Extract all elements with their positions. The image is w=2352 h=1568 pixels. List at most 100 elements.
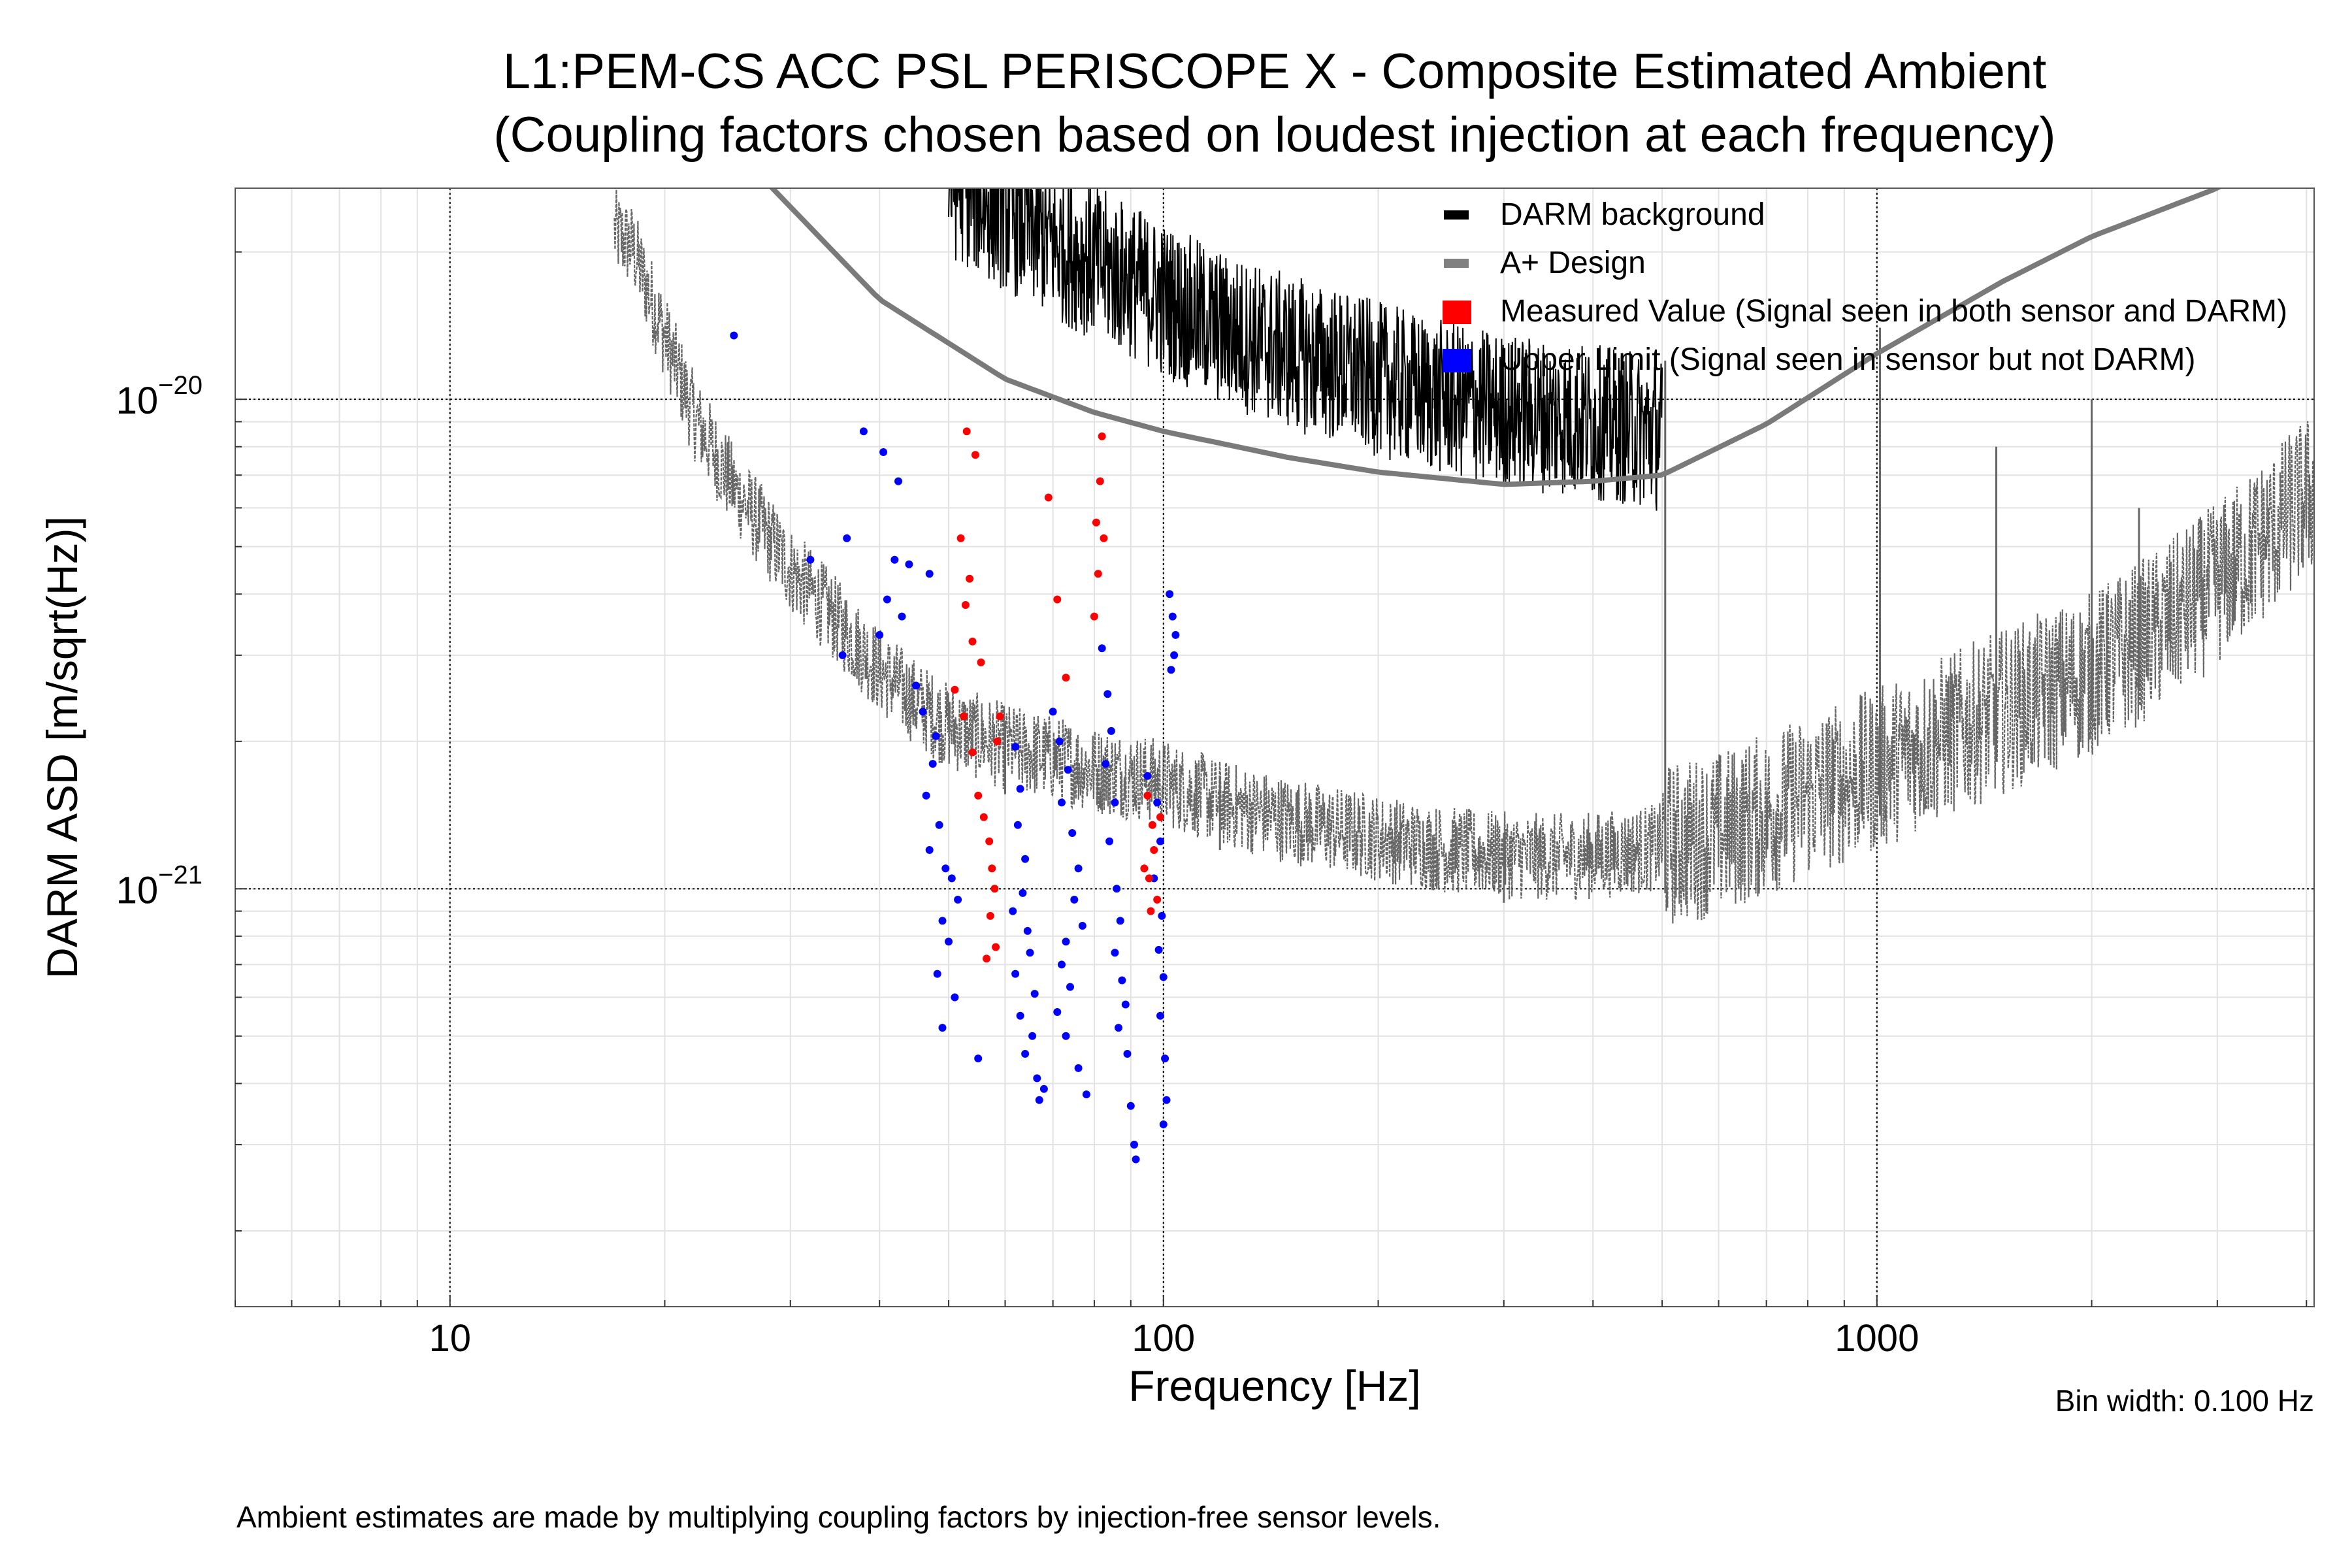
upper-limit-point	[898, 612, 906, 621]
measured-value-point	[986, 911, 994, 920]
upper-limit-point	[928, 760, 937, 768]
upper-limit-point	[1021, 855, 1030, 863]
legend-swatch-darm	[1444, 210, 1469, 220]
upper-limit-point	[1121, 1000, 1130, 1009]
upper-limit-point	[1170, 651, 1179, 659]
measured-value-point	[966, 574, 974, 583]
upper-limit-point	[894, 477, 902, 485]
measured-value-point	[961, 601, 970, 609]
upper-limit-point	[1126, 1102, 1135, 1110]
upper-limit-point	[1066, 983, 1074, 991]
measured-value-point	[1143, 791, 1152, 800]
upper-limit-point	[1055, 737, 1064, 745]
measured-value-point	[1150, 846, 1158, 854]
upper-limit-point	[1064, 766, 1072, 774]
measured-value-point	[992, 943, 1000, 951]
upper-limit-point	[941, 864, 950, 873]
measured-value-point	[1140, 864, 1149, 873]
upper-limit-point	[1011, 743, 1020, 751]
legend-label-darm: DARM background	[1500, 197, 1765, 232]
upper-limit-point	[905, 560, 913, 568]
upper-limit-point	[1070, 896, 1079, 904]
upper-limit-point	[1158, 911, 1166, 920]
upper-limit-point	[1111, 949, 1119, 957]
upper-limit-point	[1028, 1032, 1037, 1040]
upper-limit-point	[1103, 690, 1112, 698]
upper-limit-point	[945, 938, 953, 946]
upper-limit-point	[875, 630, 884, 639]
y-axis-label: DARM ASD [m/sqrt(Hz)]	[38, 516, 86, 979]
upper-limit-point	[1035, 1096, 1043, 1104]
upper-limit-point	[1074, 1064, 1083, 1072]
measured-value-point	[1156, 813, 1164, 821]
measured-value-point	[956, 534, 965, 542]
upper-limit-point	[1162, 1096, 1171, 1104]
bin-width-annotation: Bin width: 0.100 Hz	[2055, 1384, 2314, 1418]
upper-limit-point	[1039, 1085, 1048, 1093]
measured-value-point	[960, 712, 968, 721]
measured-value-point	[1053, 595, 1062, 604]
measured-value-point	[993, 737, 1002, 745]
upper-limit-point	[1013, 821, 1022, 829]
series-layer	[613, 188, 2314, 924]
upper-limit-point	[1058, 798, 1066, 807]
x-tick-label: 100	[1132, 1317, 1195, 1360]
upper-limit-point	[1113, 885, 1121, 893]
upper-limit-point	[1167, 666, 1175, 674]
upper-limit-point	[933, 970, 941, 978]
measured-value-point	[1145, 874, 1153, 883]
upper-limit-point	[879, 448, 888, 456]
upper-limit-point	[1026, 949, 1034, 957]
upper-limit-point	[1132, 1155, 1140, 1164]
upper-limit-point	[838, 651, 847, 659]
legend-swatch-measured	[1443, 301, 1471, 324]
upper-limit-point	[954, 896, 962, 904]
upper-limit-point	[938, 917, 947, 925]
upper-limit-point	[1062, 1032, 1070, 1040]
measured-value-point	[1094, 570, 1102, 578]
scatter-points	[730, 331, 1180, 1164]
ambient-noise-line	[613, 189, 2314, 924]
y-tick-label: 10−20	[116, 371, 203, 422]
upper-limit-point	[1098, 644, 1106, 653]
upper-limit-point	[806, 555, 815, 564]
measured-value-point	[1153, 896, 1162, 904]
measured-value-point	[977, 658, 985, 666]
upper-limit-point	[1159, 1120, 1168, 1128]
footnote: Ambient estimates are made by multiplyin…	[237, 1500, 1441, 1534]
tick-marks	[235, 251, 2308, 1307]
measured-value-point	[1090, 612, 1098, 621]
upper-limit-point	[1153, 798, 1162, 807]
upper-limit-point	[1156, 1011, 1164, 1020]
legend-swatch-upper-limit	[1443, 349, 1471, 372]
upper-limit-point	[883, 595, 891, 604]
upper-limit-point	[1062, 938, 1070, 946]
upper-limit-point	[974, 1054, 983, 1063]
upper-limit-point	[859, 427, 868, 436]
upper-limit-point	[912, 681, 921, 690]
upper-limit-point	[932, 732, 940, 740]
measured-value-point	[996, 712, 1004, 721]
upper-limit-point	[1115, 1024, 1122, 1032]
x-tick-label: 1000	[1835, 1317, 1919, 1360]
measured-value-point	[990, 885, 999, 893]
upper-limit-point	[1159, 973, 1168, 981]
upper-limit-point	[890, 555, 899, 564]
upper-limit-point	[1102, 760, 1110, 768]
plot-area	[235, 188, 2315, 1307]
upper-limit-point	[1143, 772, 1152, 780]
measured-value-point	[1098, 432, 1106, 440]
upper-limit-point	[1058, 960, 1066, 969]
measured-value-point	[974, 791, 983, 800]
upper-limit-point	[1082, 1090, 1090, 1099]
upper-limit-point	[925, 846, 934, 854]
measured-value-point	[968, 748, 977, 757]
plot-frame	[235, 188, 2315, 1307]
x-tick-label: 10	[429, 1317, 471, 1360]
upper-limit-point	[935, 821, 943, 829]
upper-limit-point	[1161, 1054, 1169, 1063]
upper-limit-point	[1156, 837, 1164, 845]
measured-value-point	[979, 813, 988, 821]
chart-title-line1: L1:PEM-CS ACC PSL PERISCOPE X - Composit…	[503, 44, 2047, 99]
